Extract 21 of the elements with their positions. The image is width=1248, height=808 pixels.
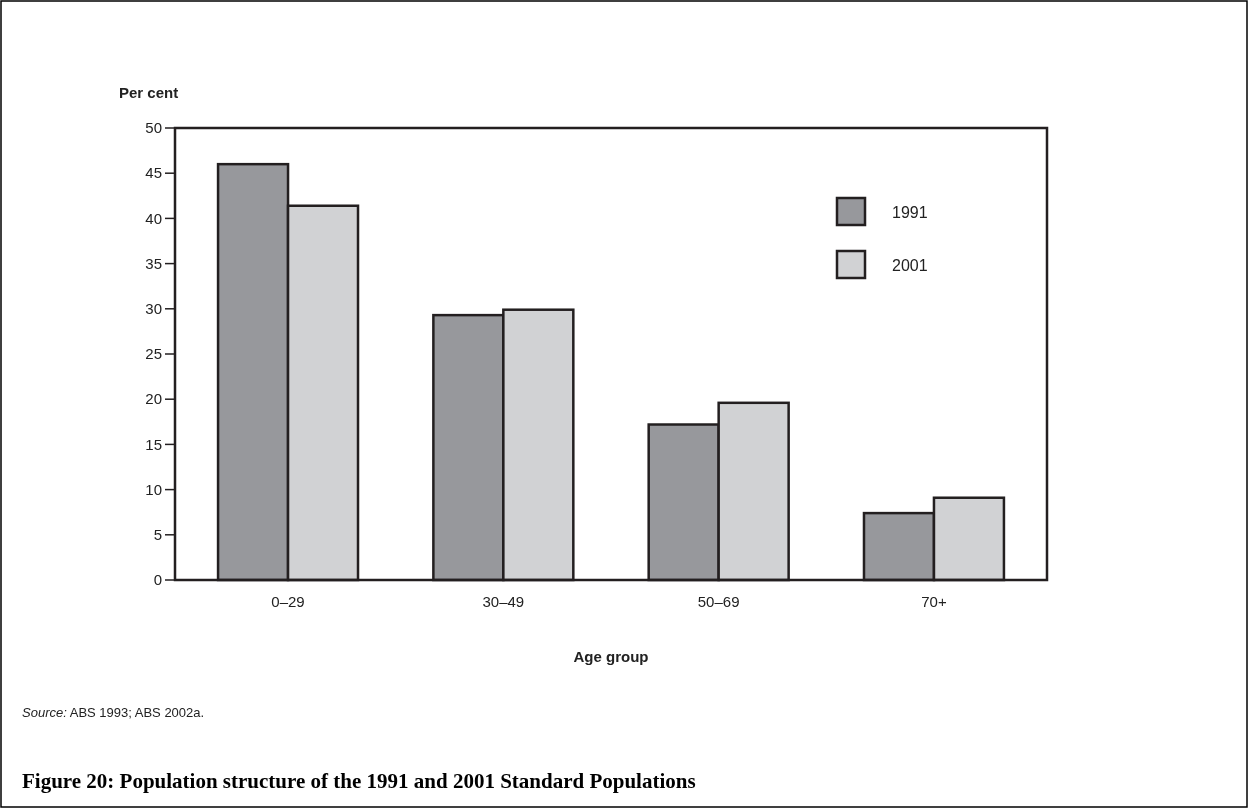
y-tick-label: 5 xyxy=(153,526,162,544)
x-tick-label: 70+ xyxy=(921,593,947,610)
y-tick-label: 20 xyxy=(145,390,162,408)
x-tick-label: 0–29 xyxy=(271,593,305,610)
y-tick-label: 40 xyxy=(145,209,162,227)
y-tick-label: 30 xyxy=(145,300,162,318)
x-tick-label: 50–69 xyxy=(697,593,740,610)
y-axis-title: Per cent xyxy=(119,84,179,101)
x-tick-label: 30–49 xyxy=(482,593,525,610)
y-tick-label: 50 xyxy=(145,119,162,137)
legend-label: 1991 xyxy=(892,203,928,221)
text: Figure 20: Population structure of the 1991 and 2001 Standard Populations xyxy=(22,769,696,793)
source-note: Source: ABS 1993; ABS 2002a. xyxy=(22,705,205,720)
legend-label: 2001 xyxy=(892,256,928,274)
y-tick-label: 25 xyxy=(145,345,162,363)
y-tick-label: 45 xyxy=(145,164,162,182)
y-tick-label: 35 xyxy=(145,254,162,272)
y-tick-label: 0 xyxy=(153,571,162,589)
x-axis-title: Age group xyxy=(573,648,649,665)
y-tick-label: 15 xyxy=(145,435,162,453)
y-tick-label: 10 xyxy=(145,480,162,498)
